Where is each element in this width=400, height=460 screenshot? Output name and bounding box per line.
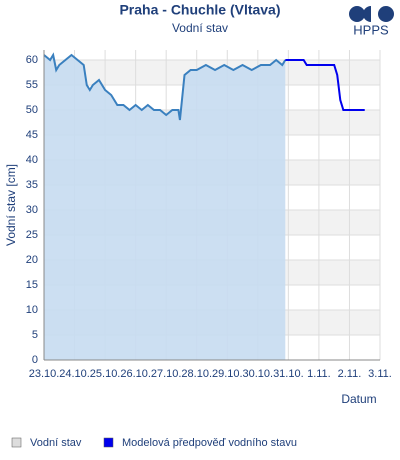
y-tick-label: 15 xyxy=(26,279,38,291)
y-axis-label: Vodní stav [cm] xyxy=(4,164,18,246)
y-tick-label: 20 xyxy=(26,254,38,266)
y-tick-label: 30 xyxy=(26,204,38,216)
x-tick-label: 29.10. xyxy=(212,368,243,380)
y-tick-label: 10 xyxy=(26,304,38,316)
logo-icon xyxy=(349,6,394,22)
y-tick-label: 35 xyxy=(26,179,38,191)
x-tick-label: 23.10. xyxy=(29,368,60,380)
y-tick-label: 0 xyxy=(32,354,38,366)
y-tick-label: 60 xyxy=(26,54,38,66)
y-tick-label: 25 xyxy=(26,229,38,241)
x-tick-label: 24.10. xyxy=(59,368,90,380)
y-tick-label: 40 xyxy=(26,154,38,166)
line xyxy=(43,52,287,121)
chart-title: Praha - Chuchle (Vltava) xyxy=(119,2,280,18)
x-tick-label: 25.10. xyxy=(90,368,121,380)
x-tick-label: 31.10. xyxy=(273,368,304,380)
legend-swatch xyxy=(103,437,114,448)
x-axis-label: Datum xyxy=(341,392,376,406)
y-tick-label: 50 xyxy=(26,104,38,116)
line xyxy=(285,59,365,111)
x-tick-label: 2.11. xyxy=(338,368,362,380)
x-tick-label: 1.11. xyxy=(307,368,331,380)
legend-label: Modelová předpověď vodního stavu xyxy=(122,437,297,449)
x-tick-label: 26.10. xyxy=(120,368,151,380)
chart-subtitle: Vodní stav xyxy=(172,21,228,35)
y-tick-label: 5 xyxy=(32,329,38,341)
legend-swatch xyxy=(11,437,22,448)
x-tick-label: 28.10. xyxy=(181,368,212,380)
x-tick-label: 3.11. xyxy=(368,368,392,380)
y-tick-label: 55 xyxy=(26,79,38,91)
logo-text: HPPS xyxy=(353,22,389,37)
y-tick-label: 45 xyxy=(26,129,38,141)
x-tick-label: 30.10. xyxy=(243,368,274,380)
area xyxy=(44,55,286,360)
x-tick-label: 27.10. xyxy=(151,368,182,380)
legend-label: Vodní stav xyxy=(30,437,82,449)
